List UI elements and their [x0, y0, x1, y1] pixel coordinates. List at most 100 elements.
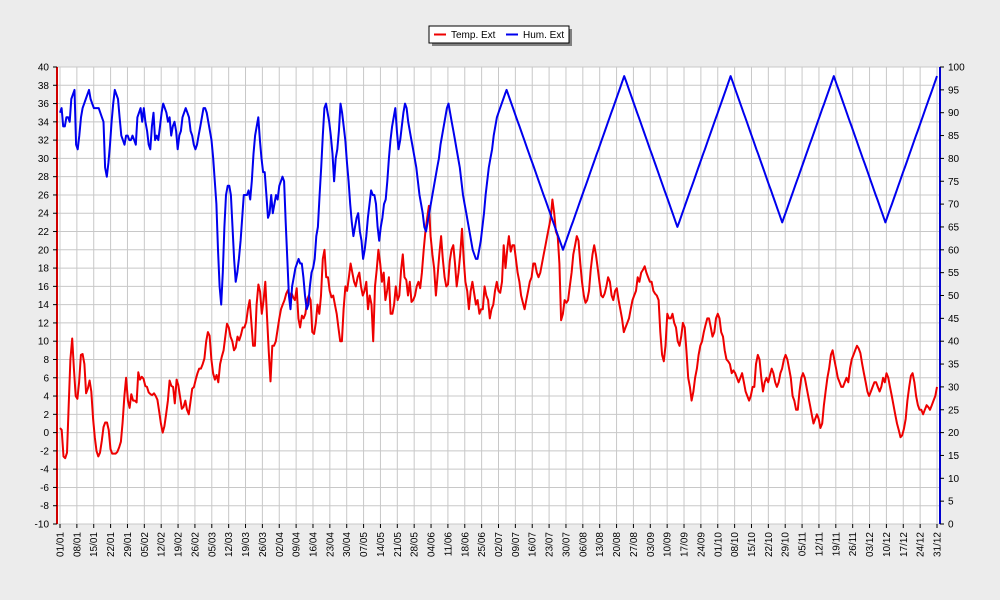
left-tick-label: 20 — [38, 245, 50, 256]
x-tick-label: 12/11 — [814, 532, 825, 557]
x-tick-label: 05/02 — [140, 532, 151, 557]
x-tick-label: 16/04 — [308, 532, 319, 557]
left-tick-label: 30 — [38, 154, 50, 165]
x-tick-label: 26/11 — [848, 532, 859, 557]
x-tick-label: 13/08 — [595, 532, 606, 557]
legend-label-hum: Hum. Ext — [523, 30, 564, 41]
x-tick-label: 10/09 — [663, 532, 674, 557]
x-tick-label: 03/12 — [865, 532, 876, 557]
x-tick-label: 27/08 — [629, 532, 640, 557]
x-tick-label: 26/02 — [190, 532, 201, 557]
x-tick-label: 05/11 — [798, 532, 809, 557]
x-tick-label: 09/04 — [292, 532, 303, 557]
x-tick-label: 29/10 — [781, 532, 792, 557]
x-tick-label: 26/03 — [258, 532, 269, 557]
x-tick-label: 04/06 — [427, 532, 438, 557]
x-tick-label: 19/11 — [831, 532, 842, 557]
x-tick-label: 19/03 — [241, 532, 252, 557]
right-tick-label: 75 — [948, 177, 960, 188]
right-tick-label: 65 — [948, 222, 960, 233]
left-tick-label: -2 — [40, 446, 49, 457]
legend-label-temp: Temp. Ext — [451, 30, 496, 41]
right-tick-label: 70 — [948, 200, 960, 211]
x-tick-label: 17/12 — [899, 532, 910, 557]
right-tick-label: 60 — [948, 245, 960, 256]
x-tick-label: 30/07 — [561, 532, 572, 557]
x-tick-label: 21/05 — [393, 532, 404, 557]
left-tick-label: 22 — [38, 227, 50, 238]
x-tick-label: 02/07 — [494, 532, 505, 557]
right-tick-label: 45 — [948, 314, 960, 325]
x-tick-label: 10/12 — [882, 532, 893, 557]
series-line-temperature — [59, 198, 938, 460]
x-tick-label: 18/06 — [460, 532, 471, 557]
x-tick-label: 19/02 — [174, 532, 185, 557]
right-tick-label: 90 — [948, 108, 960, 119]
left-tick-label: 18 — [38, 264, 50, 275]
right-tick-label: 15 — [948, 451, 960, 462]
x-tick-label: 29/01 — [123, 532, 134, 557]
legend: Temp. Ext Hum. Ext — [428, 25, 572, 46]
left-tick-label: 8 — [43, 355, 49, 366]
x-tick-label: 20/08 — [612, 532, 623, 557]
left-tick-label: 38 — [38, 81, 50, 92]
x-tick-label: 31/12 — [933, 532, 944, 557]
x-tick-label: 08/10 — [730, 532, 741, 557]
x-tick-label: 22/01 — [106, 532, 117, 557]
left-tick-label: 6 — [43, 373, 49, 384]
x-tick-label: 14/05 — [376, 532, 387, 557]
x-tick-label: 28/05 — [410, 532, 421, 557]
x-tick-label: 15/01 — [89, 532, 100, 557]
x-tick-label: 23/04 — [325, 532, 336, 557]
left-tick-label: 12 — [38, 318, 50, 329]
x-tick-label: 02/04 — [275, 532, 286, 557]
right-tick-label: 55 — [948, 268, 960, 279]
x-tick-label: 01/10 — [713, 532, 724, 557]
x-tick-label: 25/06 — [477, 532, 488, 557]
left-tick-label: 2 — [43, 410, 49, 421]
right-tick-label: 5 — [948, 497, 954, 508]
right-tick-label: 85 — [948, 131, 960, 142]
x-axis-ticks: 01/01 08/01 15/01 22/01 29/01 05/02 12/02 19/02… — [56, 524, 944, 557]
right-tick-label: 80 — [948, 154, 960, 165]
x-tick-label: 08/01 — [72, 532, 83, 557]
left-tick-label: -6 — [40, 483, 49, 494]
x-tick-label: 15/10 — [747, 532, 758, 557]
left-tick-label: 32 — [38, 136, 50, 147]
right-tick-label: 40 — [948, 337, 960, 348]
series-line-humidity — [59, 75, 938, 311]
right-tick-label: 25 — [948, 405, 960, 416]
x-tick-label: 05/03 — [207, 532, 218, 557]
left-tick-label: -4 — [40, 465, 49, 476]
left-tick-label: 0 — [43, 428, 49, 439]
x-tick-label: 17/09 — [680, 532, 691, 557]
left-tick-label: 34 — [38, 117, 50, 128]
x-tick-label: 12/03 — [224, 532, 235, 557]
x-tick-label: 12/02 — [157, 532, 168, 557]
right-tick-label: 0 — [948, 520, 954, 531]
x-tick-label: 01/01 — [56, 532, 67, 557]
x-tick-label: 06/08 — [578, 532, 589, 557]
right-axis-ticks: 0 5 10 15 20 25 30 35 40 45 50 55 60 65 70 75 80 85 90 95 10… — [940, 63, 965, 531]
left-tick-label: 40 — [38, 63, 50, 74]
x-tick-label: 07/05 — [359, 532, 370, 557]
left-tick-label: -8 — [40, 501, 49, 512]
right-tick-label: 100 — [948, 63, 965, 74]
grid-lines — [57, 66, 940, 525]
left-tick-label: 36 — [38, 99, 50, 110]
left-tick-label: 28 — [38, 172, 50, 183]
right-tick-label: 50 — [948, 291, 960, 302]
right-tick-label: 10 — [948, 474, 960, 485]
x-tick-label: 23/07 — [545, 532, 556, 557]
left-tick-label: 4 — [43, 392, 49, 403]
left-tick-label: 14 — [38, 300, 50, 311]
series-layer — [59, 75, 938, 460]
left-tick-label: 16 — [38, 282, 50, 293]
right-tick-label: 35 — [948, 360, 960, 371]
legend-box — [428, 25, 570, 44]
left-tick-label: 24 — [38, 209, 50, 220]
x-tick-label: 03/09 — [646, 532, 657, 557]
left-tick-label: -10 — [35, 520, 50, 531]
x-tick-label: 24/12 — [916, 532, 927, 557]
